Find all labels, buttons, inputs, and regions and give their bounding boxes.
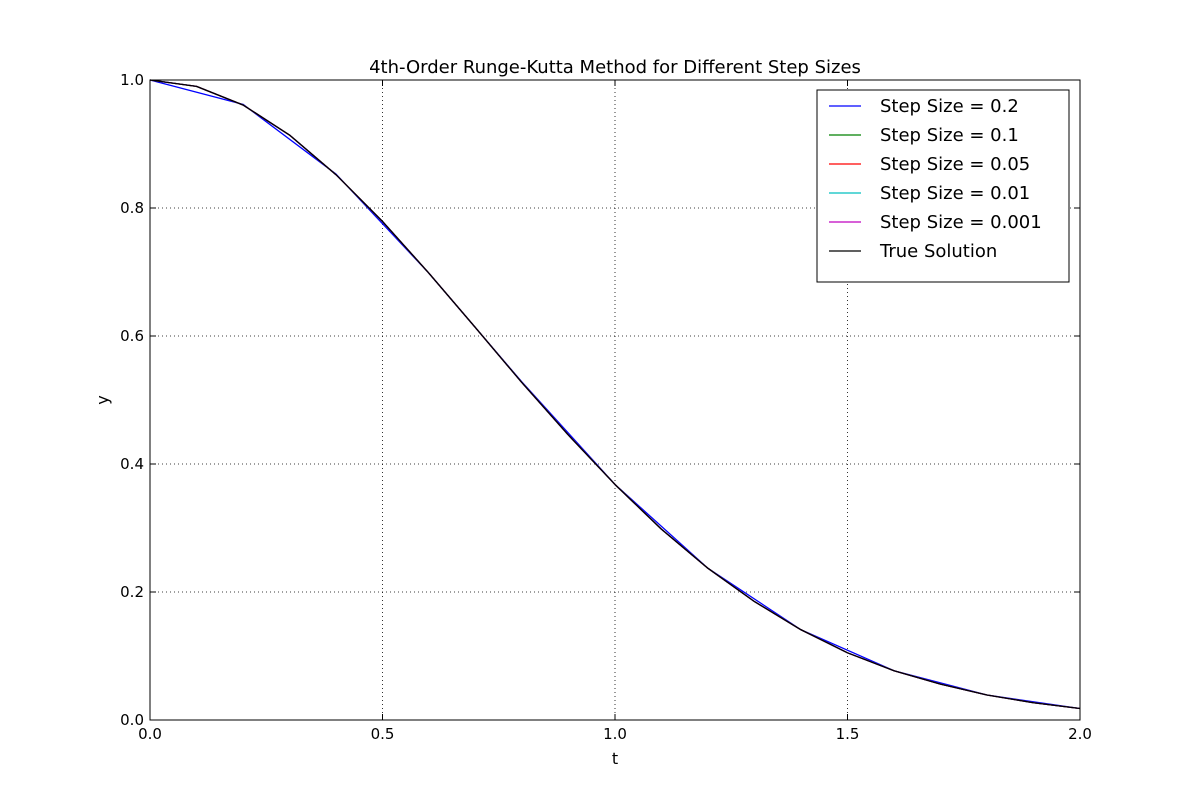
legend-label: True Solution: [879, 241, 997, 262]
y-tick-label: 1.0: [120, 71, 144, 89]
axis-ticks: 0.0 0.5 1.0 1.5 2.0 0.0 0.2 0.4 0.6 0.8 1.0: [120, 71, 1092, 743]
x-axis-label: t: [612, 749, 618, 768]
grid: [150, 80, 1080, 720]
legend-label: Step Size = 0.05: [880, 154, 1030, 175]
y-axis-label: y: [93, 395, 112, 404]
legend-label: Step Size = 0.1: [880, 125, 1019, 146]
legend-label: Step Size = 0.01: [880, 183, 1030, 204]
x-tick-label: 1.0: [603, 725, 627, 743]
legend: Step Size = 0.2 Step Size = 0.1 Step Size …: [816, 89, 1070, 283]
x-tick-label: 0.5: [371, 725, 395, 743]
x-tick-label: 0.0: [138, 725, 162, 743]
series-line: [149, 79, 1081, 710]
chart-title: 4th-Order Runge-Kutta Method for Differe…: [369, 57, 861, 78]
series-group: [149, 79, 1081, 710]
x-tick-label: 2.0: [1068, 725, 1092, 743]
legend-label: Step Size = 0.001: [880, 212, 1042, 233]
legend-label: Step Size = 0.2: [880, 96, 1019, 117]
y-tick-label: 0.6: [120, 327, 144, 345]
y-tick-label: 0.2: [120, 583, 144, 601]
y-tick-label: 0.4: [120, 455, 144, 473]
legend-box: [816, 89, 1070, 283]
y-tick-label: 0.0: [120, 711, 144, 729]
y-tick-label: 0.8: [120, 199, 144, 217]
x-tick-label: 1.5: [836, 725, 860, 743]
